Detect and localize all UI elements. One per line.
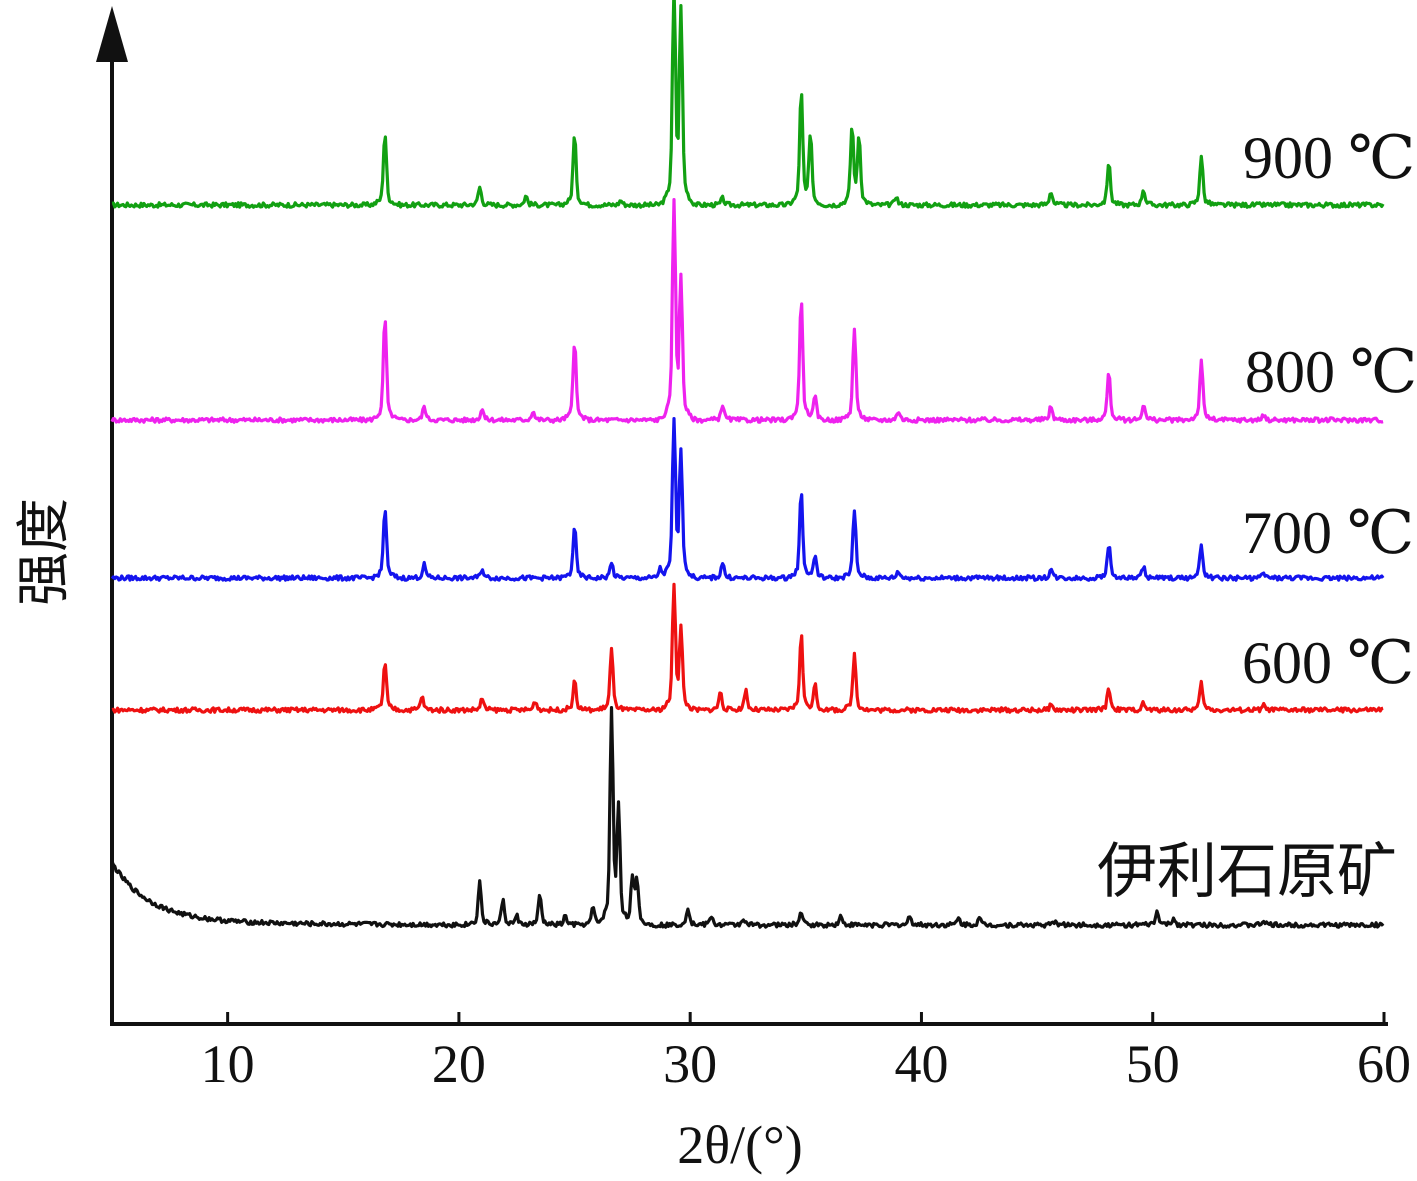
series-line-0 <box>111 0 1385 209</box>
x-tick-label: 30 <box>663 1034 717 1094</box>
traces <box>110 0 1385 929</box>
series-label-0: 900 ℃ <box>1243 125 1415 191</box>
series-line-3 <box>111 582 1384 714</box>
x-tick-label: 50 <box>1126 1034 1180 1094</box>
x-tick-label: 10 <box>201 1034 255 1094</box>
series-label-4: 伊利石原矿 <box>1097 839 1397 905</box>
series-label-2: 700 ℃ <box>1242 500 1414 566</box>
series-line-2 <box>110 417 1385 582</box>
x-tick-label: 60 <box>1357 1034 1411 1094</box>
series-line-1 <box>110 198 1384 424</box>
series-label-1: 800 ℃ <box>1245 339 1417 405</box>
series-label-3: 600 ℃ <box>1242 630 1414 696</box>
series-labels: 900 ℃ 800 ℃ 700 ℃ 600 ℃ 伊利石原矿 <box>1097 125 1417 905</box>
x-ticks: 10 20 30 40 50 60 <box>201 1012 1411 1094</box>
series-line-4 <box>110 705 1385 929</box>
y-axis-title: 强度 <box>12 498 75 606</box>
x-tick-label: 20 <box>432 1034 486 1094</box>
x-axis-title: 2θ/(°) <box>677 1115 802 1175</box>
x-tick-label: 40 <box>894 1034 948 1094</box>
y-axis-arrow <box>96 6 128 62</box>
